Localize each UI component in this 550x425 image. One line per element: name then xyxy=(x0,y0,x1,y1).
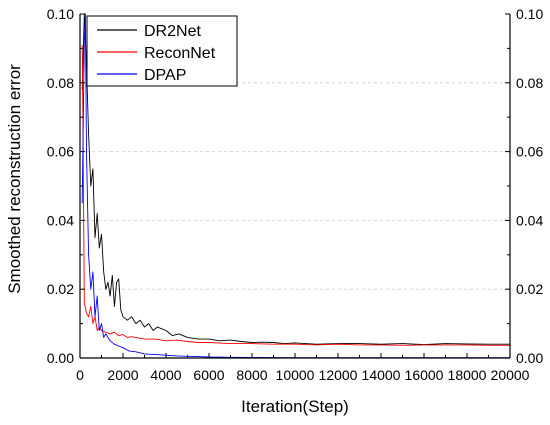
legend: DR2Net ReconNet DPAP xyxy=(86,15,238,87)
y-tick-label-right: 0.06 xyxy=(516,144,543,160)
x-axis-label: Iteration(Step) xyxy=(241,397,349,416)
y-tick-label-right: 0.08 xyxy=(516,75,543,91)
x-tick-label: 8000 xyxy=(236,367,267,383)
x-tick-label: 20000 xyxy=(491,367,530,383)
y-tick-label: 0.00 xyxy=(47,350,74,366)
y-tick-label-right: 0.00 xyxy=(516,350,543,366)
y-tick-label: 0.02 xyxy=(47,281,74,297)
ticks-layer: 0.00 0.00 0.02 0.02 0.04 0.04 0.06 0.06 0.08 0.08… xyxy=(47,6,544,383)
y-axis-label: Smoothed reconstruction error xyxy=(5,64,24,294)
y-tick-label: 0.08 xyxy=(47,75,74,91)
y-tick-label-right: 0.10 xyxy=(516,6,543,22)
y-tick-label-right: 0.02 xyxy=(516,281,543,297)
y-tick-label: 0.04 xyxy=(47,212,74,228)
y-tick-label: 0.06 xyxy=(47,144,74,160)
x-tick-label: 12000 xyxy=(319,367,358,383)
x-tick-label: 16000 xyxy=(405,367,444,383)
legend-label-dpap: DPAP xyxy=(144,67,186,84)
legend-label-dr2net: DR2Net xyxy=(144,23,201,40)
grid-layer xyxy=(80,82,510,290)
x-tick-label: 18000 xyxy=(448,367,487,383)
x-tick-label: 0 xyxy=(76,367,84,383)
x-tick-label: 6000 xyxy=(193,367,224,383)
x-tick-label: 14000 xyxy=(362,367,401,383)
x-tick-label: 2000 xyxy=(107,367,138,383)
series-line-reconnet xyxy=(81,44,510,346)
y-tick-label-right: 0.04 xyxy=(516,212,543,228)
y-tick-label: 0.10 xyxy=(47,6,74,22)
series-line-dr2net xyxy=(81,13,510,346)
x-tick-label: 10000 xyxy=(276,367,315,383)
x-tick-label: 4000 xyxy=(150,367,181,383)
legend-label-reconnet: ReconNet xyxy=(144,45,216,62)
